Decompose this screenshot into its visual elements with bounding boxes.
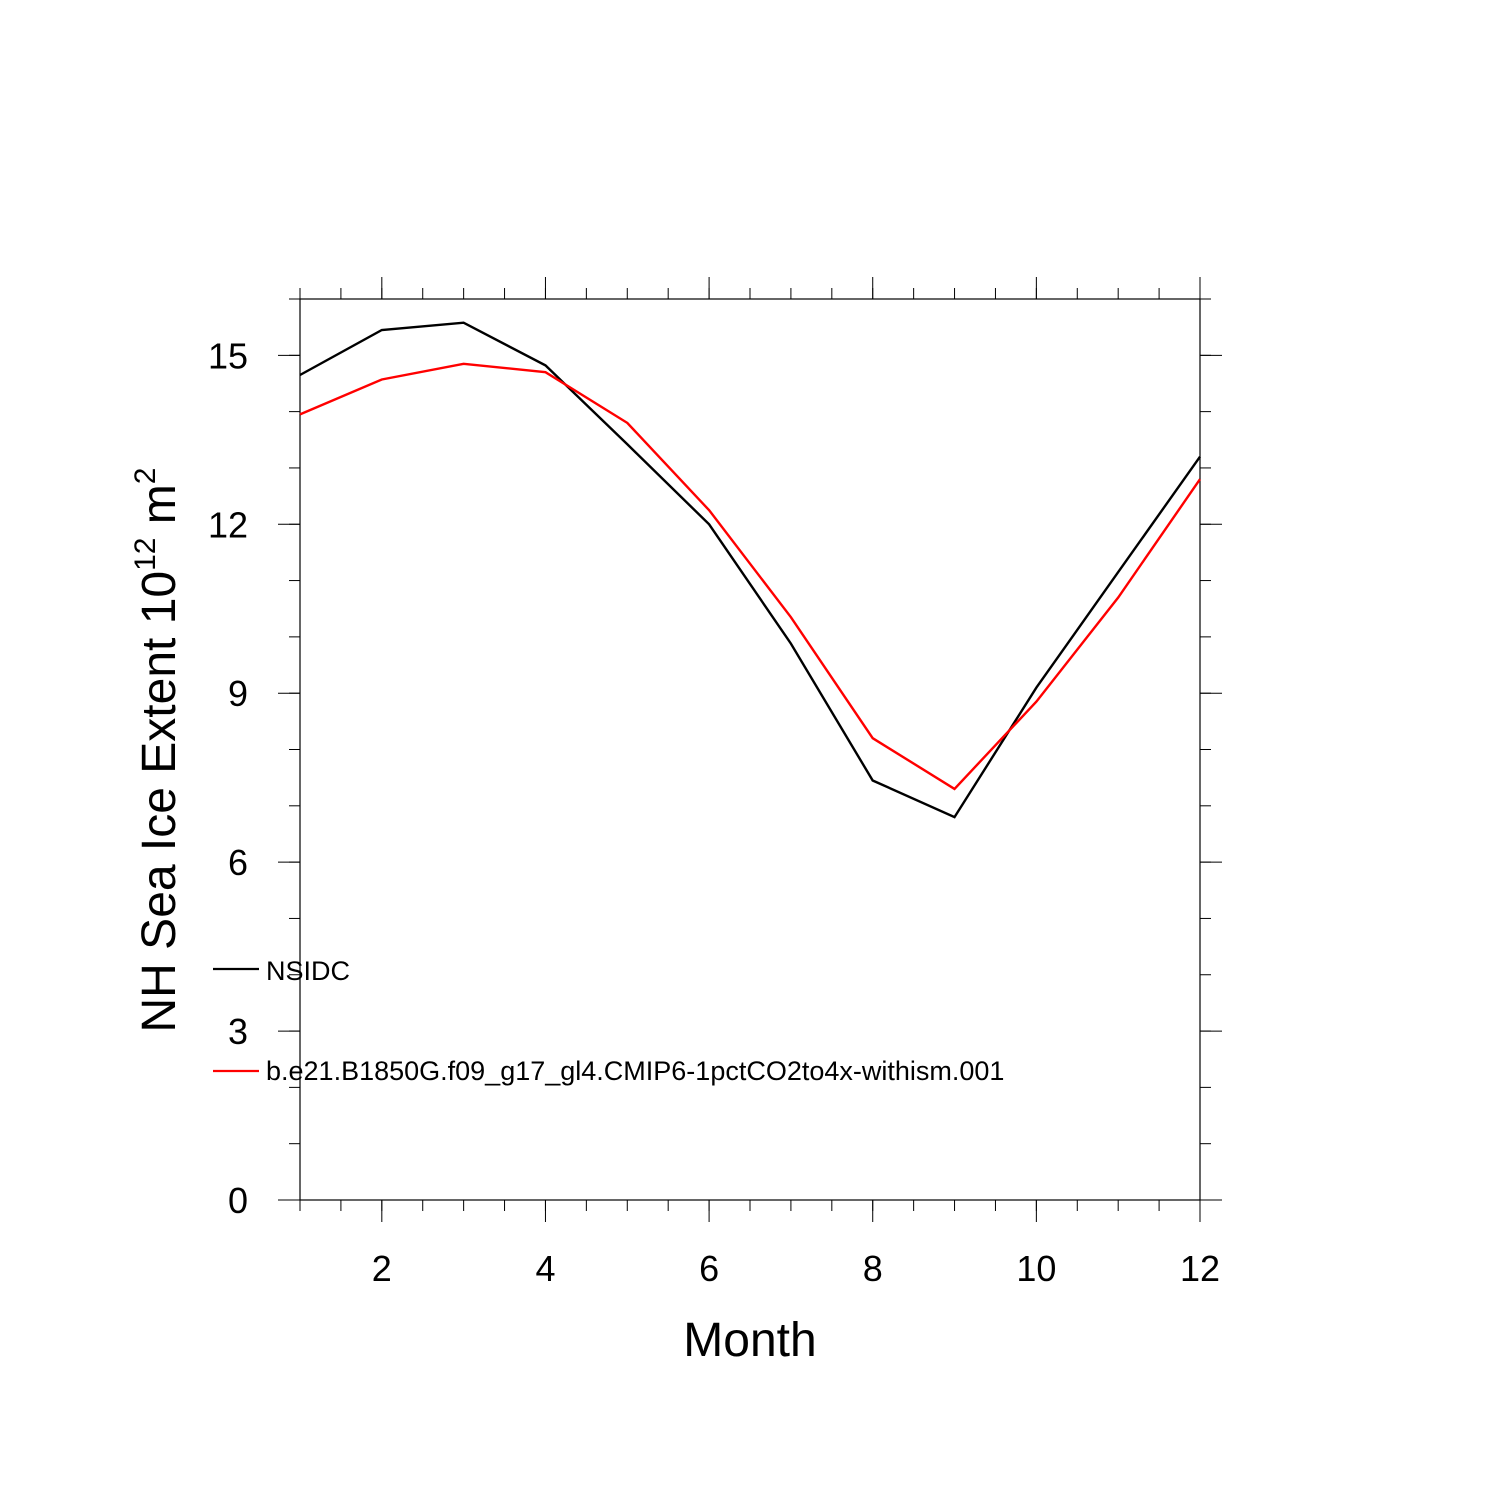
y-tick-label: 3 — [228, 1011, 248, 1052]
data-series — [299, 321, 1201, 819]
y-tick-label: 15 — [208, 335, 248, 376]
y-tick-label: 12 — [208, 504, 248, 545]
y-tick-label: 6 — [228, 842, 248, 883]
x-tick-label: 8 — [863, 1248, 883, 1289]
y-axis-title-exponent: 12 — [129, 538, 162, 571]
x-tick-label: 12 — [1180, 1248, 1220, 1289]
x-tick-label: 4 — [535, 1248, 555, 1289]
series-line-nsidc — [299, 321, 1201, 819]
x-tick-label: 10 — [1016, 1248, 1056, 1289]
y-axis-title-unit-exponent: 2 — [129, 468, 162, 485]
y-axis-title-prefix: NH Sea Ice Extent 10 — [133, 571, 186, 1033]
x-tick-label: 6 — [699, 1248, 719, 1289]
legend-label-model: b.e21.B1850G.f09_g17_gl4.CMIP6-1pctCO2to… — [266, 1056, 1004, 1086]
x-tick-label: 2 — [372, 1248, 392, 1289]
x-axis-title: Month — [683, 1314, 816, 1367]
y-axis-title: NH Sea Ice Extent 1012 m2 — [129, 468, 186, 1033]
y-tick-label: 9 — [228, 673, 248, 714]
legend-label-nsidc: NSIDC — [266, 956, 350, 986]
series-line-model — [299, 362, 1201, 791]
y-tick-label: 0 — [228, 1180, 248, 1221]
axis-ticks — [278, 277, 1222, 1222]
legend: NSIDC b.e21.B1850G.f09_g17_gl4.CMIP6-1pc… — [213, 956, 1004, 1086]
y-axis-title-unit: m — [133, 484, 186, 537]
axis-tick-labels: 2 4 6 8 10 12 0 3 6 9 12 15 — [208, 335, 1220, 1289]
